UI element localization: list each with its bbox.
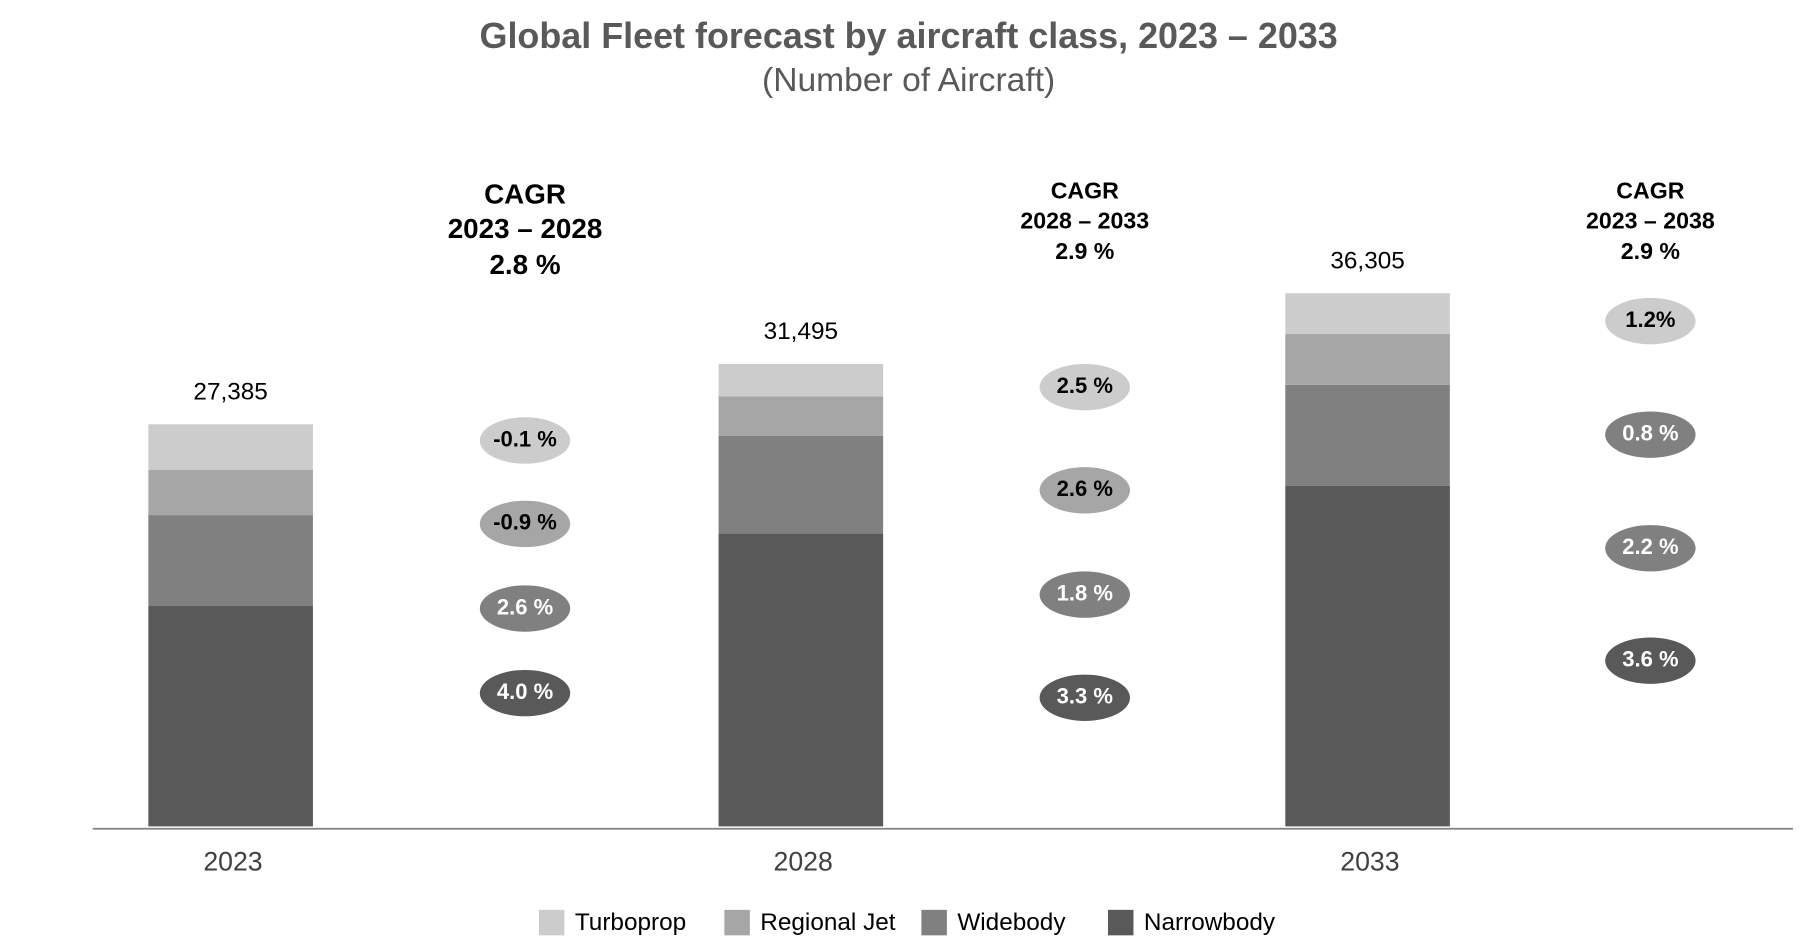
x-tick-label: 2023 [203,847,262,877]
cagr-bubble-label: 3.6 % [1622,646,1678,671]
bar-segment [1285,293,1450,334]
cagr-bubble-label: 4.0 % [497,679,553,704]
cagr-bubble [479,585,571,632]
bar-segment [718,435,884,534]
x-tick-label: 2028 [774,847,833,877]
cagr-bubble [1605,411,1696,458]
cagr-value: 2.9 % [1055,238,1114,264]
cagr-bubble-label: -0.1 % [493,426,557,451]
chart-subtitle: (Number of Aircraft) [762,62,1055,99]
cagr-bubble [479,500,571,548]
bar-segment [718,396,884,436]
cagr-bubble [1039,467,1130,514]
legend-swatch [921,909,947,936]
cagr-bubble-label: 2.6 % [1057,476,1113,501]
total-label: 27,385 [193,378,267,405]
cagr-bubble-label: 1.2% [1625,307,1675,332]
cagr-bubble-label: 2.5 % [1057,373,1113,398]
bar-segment [148,605,313,827]
cagr-bubble-label: -0.9 % [493,510,557,535]
cagr-bubble [479,669,571,717]
cagr-value: 2.8 % [489,249,560,280]
legend-label: Widebody [957,909,1066,936]
bar-segment [148,469,313,516]
cagr-bubble [479,417,571,464]
cagr-title: CAGR [484,178,566,209]
cagr-bubble [1039,571,1130,618]
cagr-bubble [1605,637,1696,684]
legend-label: Regional Jet [760,909,895,936]
cagr-title: CAGR [1051,178,1119,204]
cagr-period: 2028 – 2033 [1020,208,1149,234]
cagr-bubble [1039,363,1130,411]
bar-segment [1285,384,1450,486]
cagr-bubble-label: 1.8 % [1057,580,1113,605]
bar-segment [1285,333,1450,385]
cagr-value: 2.9 % [1621,238,1680,264]
legend-label: Turboprop [575,909,686,936]
cagr-bubble [1605,525,1696,572]
chart-title: Global Fleet forecast by aircraft class,… [480,15,1338,56]
total-label: 36,305 [1330,247,1404,274]
legend-swatch [538,909,565,936]
cagr-bubble-label: 3.3 % [1057,684,1113,709]
bar-segment [148,515,313,606]
x-tick-label: 2033 [1340,847,1399,877]
bar-segment [1285,485,1450,827]
cagr-bubble-label: 2.6 % [497,594,553,619]
cagr-bubble-label: 0.8 % [1622,420,1678,445]
cagr-period: 2023 – 2028 [448,213,603,244]
bar-segment [718,533,884,827]
legend-label: Narrowbody [1144,909,1276,936]
total-label: 31,495 [764,318,838,345]
cagr-title: CAGR [1616,178,1684,204]
legend-swatch [1107,909,1134,936]
cagr-period: 2023 – 2038 [1586,208,1715,234]
cagr-bubble-label: 2.2 % [1622,534,1678,559]
bar-segment [718,363,884,397]
legend-swatch [724,909,750,936]
cagr-bubble [1605,297,1696,345]
cagr-bubble [1039,674,1130,721]
bar-segment [148,424,313,470]
